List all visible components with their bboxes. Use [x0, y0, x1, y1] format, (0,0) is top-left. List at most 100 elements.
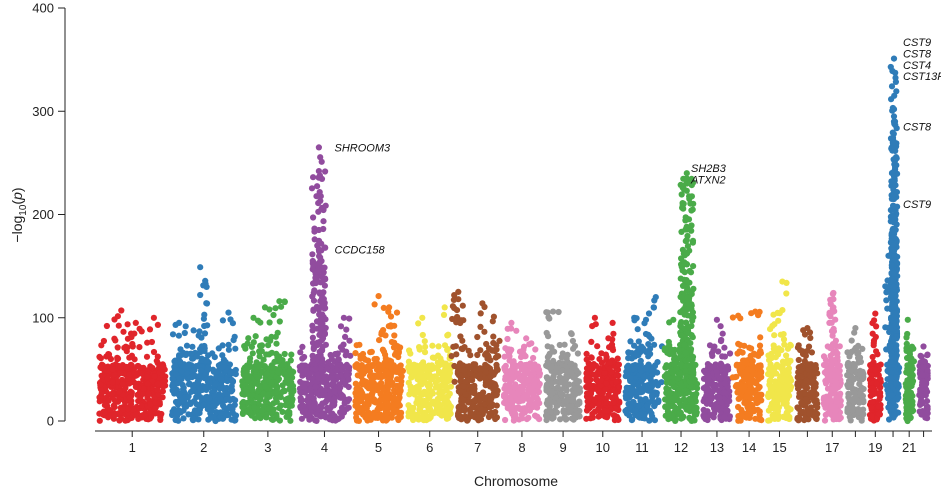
snp-point: [263, 370, 270, 378]
snp-point: [268, 333, 275, 340]
snp-point: [341, 400, 348, 407]
snp-point: [146, 326, 154, 333]
snp-point: [549, 347, 556, 355]
snp-point: [365, 363, 372, 370]
snp-point: [378, 402, 385, 409]
snp-point: [406, 368, 413, 375]
snp-point: [384, 369, 391, 376]
snp-point: [413, 362, 420, 369]
snp-point: [283, 413, 290, 420]
snp-point: [485, 345, 493, 352]
lead-snp-point: [315, 174, 322, 181]
snp-point: [625, 349, 632, 356]
snp-point: [129, 340, 136, 348]
snp-point: [721, 380, 729, 387]
snp-point: [827, 313, 834, 320]
snp-point: [563, 398, 570, 405]
snp-point: [248, 383, 255, 390]
snp-point: [223, 384, 230, 392]
lead-snp-point: [550, 308, 557, 315]
snp-point: [687, 313, 694, 320]
snp-point: [181, 329, 188, 337]
snp-point: [310, 345, 317, 353]
snp-point: [265, 391, 272, 398]
snp-point: [805, 343, 813, 350]
snp-point: [185, 393, 192, 400]
snp-point: [114, 313, 121, 320]
snp-point: [449, 315, 456, 323]
snp-point: [257, 342, 264, 349]
snp-point: [202, 369, 209, 376]
snp-point: [553, 365, 560, 372]
snp-point: [454, 364, 461, 371]
snp-point: [765, 407, 773, 414]
snp-point: [343, 326, 350, 333]
chromosome-18-points: [844, 325, 867, 424]
snp-point: [159, 363, 166, 370]
snp-point: [464, 417, 471, 424]
snp-point: [115, 322, 122, 329]
snp-point: [571, 342, 579, 350]
snp-point: [290, 388, 297, 395]
snp-point: [424, 372, 431, 379]
snp-point: [182, 323, 189, 330]
lead-snp-point: [779, 278, 786, 285]
snp-point: [845, 391, 853, 398]
snp-point: [245, 391, 252, 398]
snp-point: [435, 343, 442, 350]
snp-point: [316, 253, 323, 260]
snp-point: [833, 398, 840, 405]
snp-point: [345, 396, 353, 403]
snp-point: [280, 361, 288, 368]
snp-point: [523, 367, 530, 375]
snp-point: [214, 368, 221, 375]
snp-point: [332, 350, 339, 358]
snp-point: [844, 405, 851, 412]
snp-point: [209, 350, 216, 357]
snp-point: [548, 380, 555, 387]
snp-point: [345, 383, 352, 391]
snp-point: [625, 367, 632, 374]
snp-point: [114, 344, 121, 351]
snp-point: [594, 343, 601, 350]
snp-point: [501, 366, 509, 373]
snp-point: [677, 309, 684, 316]
snp-point: [180, 415, 187, 422]
snp-point: [227, 369, 234, 376]
snp-point: [288, 351, 295, 358]
snp-point: [379, 346, 386, 353]
snp-point: [119, 381, 126, 388]
snp-point: [649, 392, 656, 399]
snp-point: [263, 351, 270, 358]
snp-point: [287, 357, 294, 364]
snp-point: [851, 390, 858, 397]
snp-point: [200, 401, 207, 409]
snp-point: [649, 371, 656, 378]
snp-point: [207, 414, 214, 421]
snp-point: [282, 402, 289, 409]
snp-point: [96, 398, 103, 405]
snp-point: [451, 378, 458, 385]
snp-point: [97, 386, 105, 393]
snp-point: [272, 305, 279, 312]
snp-point: [502, 416, 509, 424]
snp-point: [310, 395, 317, 402]
snp-point: [564, 368, 571, 375]
snp-point: [342, 333, 349, 340]
snp-point: [513, 327, 520, 334]
snp-point: [476, 375, 483, 382]
snp-point: [109, 390, 116, 397]
snp-point: [274, 389, 281, 396]
snp-point: [848, 337, 855, 344]
snp-point: [310, 259, 317, 266]
lead-snp-point: [441, 304, 448, 311]
snp-point: [677, 361, 684, 368]
snp-point: [416, 406, 423, 414]
snp-point: [602, 385, 609, 393]
snp-point: [371, 356, 378, 363]
snp-point: [795, 342, 802, 349]
snp-point: [557, 416, 564, 423]
snp-point: [426, 393, 433, 400]
lead-snp-point: [375, 293, 382, 300]
snp-point: [693, 390, 700, 397]
